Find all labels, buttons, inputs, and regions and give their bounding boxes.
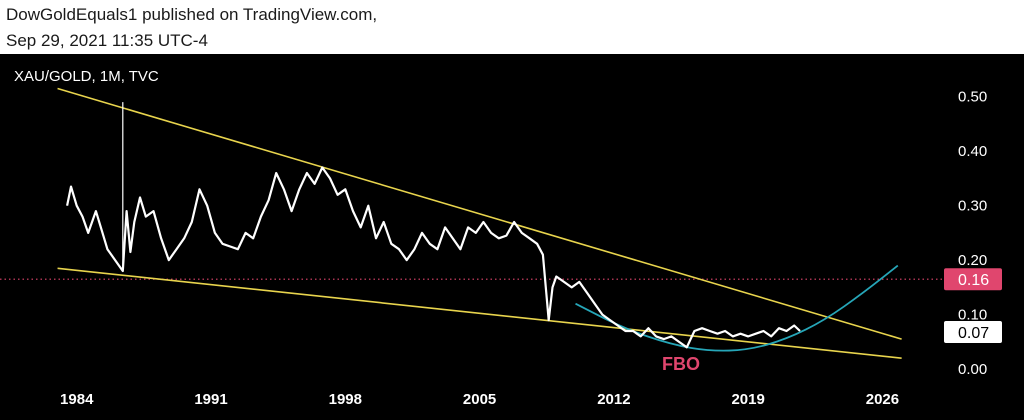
x-tick-label: 2005 [463, 391, 496, 408]
price-series-line [66, 166, 801, 349]
x-tick-label: 2019 [731, 391, 764, 408]
last-price-label: 0.07 [958, 325, 989, 342]
chart-panel [0, 54, 1024, 420]
publish-header: DowGoldEquals1 published on TradingView.… [6, 2, 377, 54]
price-label-box [944, 268, 1002, 291]
x-tick-label: 1984 [60, 391, 94, 408]
y-tick-label: 0.30 [958, 198, 987, 215]
y-tick-label: 0.10 [958, 307, 987, 324]
y-tick-label: 0.40 [958, 143, 987, 160]
y-tick-label: 0.50 [958, 89, 987, 106]
current-price-label: 0.16 [958, 272, 989, 289]
x-tick-label: 1998 [329, 391, 362, 408]
symbol-label: XAU/GOLD, 1M, TVC [14, 68, 159, 85]
publish-date: Sep 29, 2021 11:35 UTC-4 [6, 31, 208, 50]
price-label-box [944, 321, 1002, 344]
x-tick-label: 2026 [866, 391, 899, 408]
publisher-line: DowGoldEquals1 published on TradingView.… [6, 5, 378, 24]
x-tick-label: 1991 [194, 391, 227, 408]
x-tick-label: 2012 [597, 391, 630, 408]
rounding-bottom-arc [575, 264, 899, 352]
trendline-lower [57, 267, 902, 360]
fbo-annotation: FBO [662, 354, 700, 374]
y-tick-label: 0.00 [958, 361, 987, 378]
trendline-upper [57, 87, 902, 340]
y-tick-label: 0.20 [958, 252, 987, 269]
